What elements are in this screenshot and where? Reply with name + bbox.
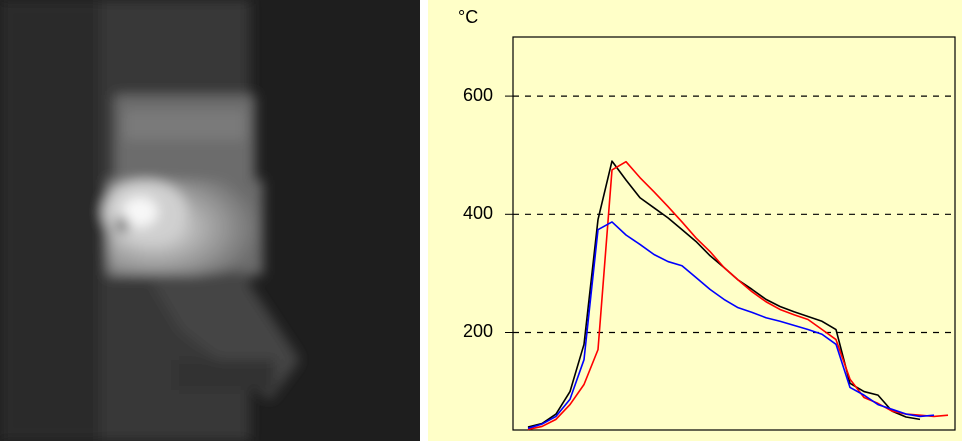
chart-background	[428, 0, 962, 441]
y-axis-unit: °C	[458, 7, 478, 27]
series-line	[527, 221, 935, 429]
series-line	[527, 160, 949, 431]
thermal-image	[0, 0, 420, 441]
y-tick-label: 400	[463, 203, 493, 223]
y-tick-label: 600	[463, 85, 493, 105]
plot-frame	[512, 36, 956, 431]
y-tick-label: 200	[463, 321, 493, 341]
